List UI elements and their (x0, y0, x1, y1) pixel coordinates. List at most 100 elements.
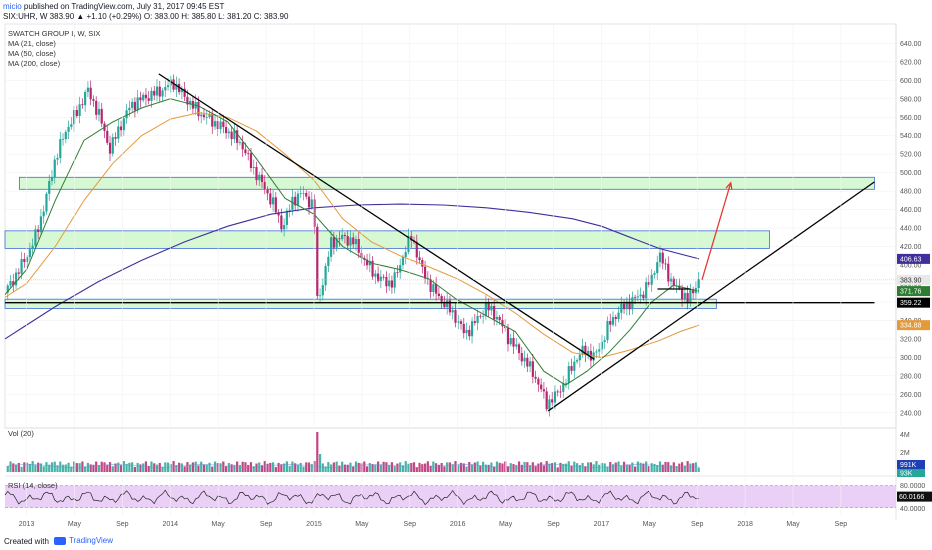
volume-bar[interactable] (89, 464, 92, 472)
candle-body[interactable] (600, 341, 604, 350)
candle-body[interactable] (645, 282, 648, 299)
candle-body[interactable] (567, 366, 570, 383)
candle-body[interactable] (504, 326, 507, 329)
volume-bar[interactable] (537, 463, 540, 472)
candle-body[interactable] (106, 130, 109, 143)
candle-body[interactable] (642, 294, 645, 299)
volume-bar[interactable] (84, 466, 87, 472)
volume-bar[interactable] (617, 461, 620, 472)
volume-bar[interactable] (567, 461, 570, 472)
volume-bar[interactable] (415, 467, 418, 472)
candle-body[interactable] (509, 338, 512, 345)
volume-bar[interactable] (119, 465, 123, 472)
volume-bar[interactable] (382, 461, 385, 472)
volume-bar[interactable] (155, 464, 159, 472)
volume-bar[interactable] (202, 464, 206, 472)
candle-body[interactable] (432, 284, 435, 293)
volume-bar[interactable] (470, 464, 474, 472)
tradingview-logo[interactable]: TradingView (54, 536, 113, 545)
volume-bar[interactable] (606, 466, 609, 472)
volume-bar[interactable] (658, 461, 662, 472)
support-resistance-zone[interactable] (18, 176, 875, 190)
volume-bar[interactable] (451, 464, 454, 472)
volume-bar[interactable] (465, 466, 468, 472)
candle-body[interactable] (661, 252, 664, 264)
volume-bar[interactable] (459, 462, 463, 472)
candle-body[interactable] (667, 263, 670, 282)
candle-body[interactable] (534, 376, 537, 379)
volume-bar[interactable] (520, 464, 523, 472)
candle-body[interactable] (288, 209, 291, 211)
candle-body[interactable] (45, 193, 48, 212)
volume-bar[interactable] (368, 463, 371, 472)
candle-body[interactable] (252, 167, 255, 168)
candle-body[interactable] (423, 266, 427, 279)
volume-bar[interactable] (305, 462, 308, 472)
candle-body[interactable] (545, 391, 548, 410)
candle-body[interactable] (482, 315, 485, 317)
volume-bar[interactable] (213, 461, 217, 472)
candle-body[interactable] (440, 296, 443, 302)
candle-body[interactable] (37, 229, 40, 232)
candle-body[interactable] (285, 210, 288, 226)
candle-body[interactable] (437, 293, 440, 297)
volume-bar[interactable] (12, 463, 15, 472)
volume-bar[interactable] (34, 465, 37, 472)
volume-bar[interactable] (280, 464, 283, 472)
volume-bar[interactable] (45, 462, 48, 472)
candle-body[interactable] (404, 251, 407, 258)
candle-body[interactable] (244, 149, 247, 154)
candle-body[interactable] (142, 94, 145, 101)
volume-bar[interactable] (595, 461, 598, 472)
candle-body[interactable] (346, 235, 349, 246)
volume-bar[interactable] (448, 462, 452, 472)
candle-body[interactable] (14, 272, 18, 286)
volume-bar[interactable] (457, 464, 460, 472)
candle-body[interactable] (584, 345, 587, 356)
candle-body[interactable] (636, 296, 639, 298)
candle-body[interactable] (570, 366, 573, 371)
candle-body[interactable] (219, 121, 222, 130)
candle-body[interactable] (479, 315, 482, 317)
volume-bar[interactable] (161, 466, 164, 472)
projection-arrow[interactable] (701, 182, 732, 280)
candle-body[interactable] (227, 131, 230, 134)
volume-bar[interactable] (484, 464, 487, 472)
volume-bar[interactable] (680, 462, 684, 472)
candle-body[interactable] (388, 280, 391, 287)
candle-body[interactable] (459, 321, 463, 324)
candle-body[interactable] (376, 273, 380, 281)
candle-body[interactable] (186, 96, 189, 105)
volume-bar[interactable] (330, 464, 333, 472)
candle-body[interactable] (208, 113, 211, 118)
volume-bar[interactable] (266, 463, 269, 472)
candle-body[interactable] (53, 159, 56, 178)
candle-body[interactable] (551, 399, 554, 403)
volume-bar[interactable] (100, 461, 103, 472)
volume-bar[interactable] (216, 463, 219, 472)
volume-bar[interactable] (175, 464, 178, 472)
candle-body[interactable] (197, 101, 200, 117)
candle-body[interactable] (213, 121, 217, 127)
candle-body[interactable] (86, 87, 90, 92)
volume-bar[interactable] (515, 464, 518, 472)
volume-bar[interactable] (299, 462, 302, 472)
volume-bar[interactable] (180, 463, 183, 472)
candle-body[interactable] (531, 361, 534, 377)
candle-body[interactable] (620, 303, 623, 313)
volume-bar[interactable] (56, 465, 59, 472)
candle-body[interactable] (89, 87, 92, 100)
volume-bar[interactable] (609, 461, 612, 472)
candle-body[interactable] (23, 258, 26, 263)
volume-pane[interactable]: 4M 2M 991K 93K (5, 427, 925, 478)
rsi-pane[interactable]: 80.0000 60.0166 40.0000 (4, 483, 932, 513)
candle-body[interactable] (271, 197, 275, 205)
candle-body[interactable] (202, 114, 206, 118)
volume-bar[interactable] (230, 464, 233, 472)
volume-bar[interactable] (274, 467, 277, 472)
volume-bar[interactable] (365, 466, 369, 472)
volume-bar[interactable] (476, 461, 479, 472)
volume-bar[interactable] (551, 463, 554, 472)
candle-body[interactable] (357, 239, 360, 253)
